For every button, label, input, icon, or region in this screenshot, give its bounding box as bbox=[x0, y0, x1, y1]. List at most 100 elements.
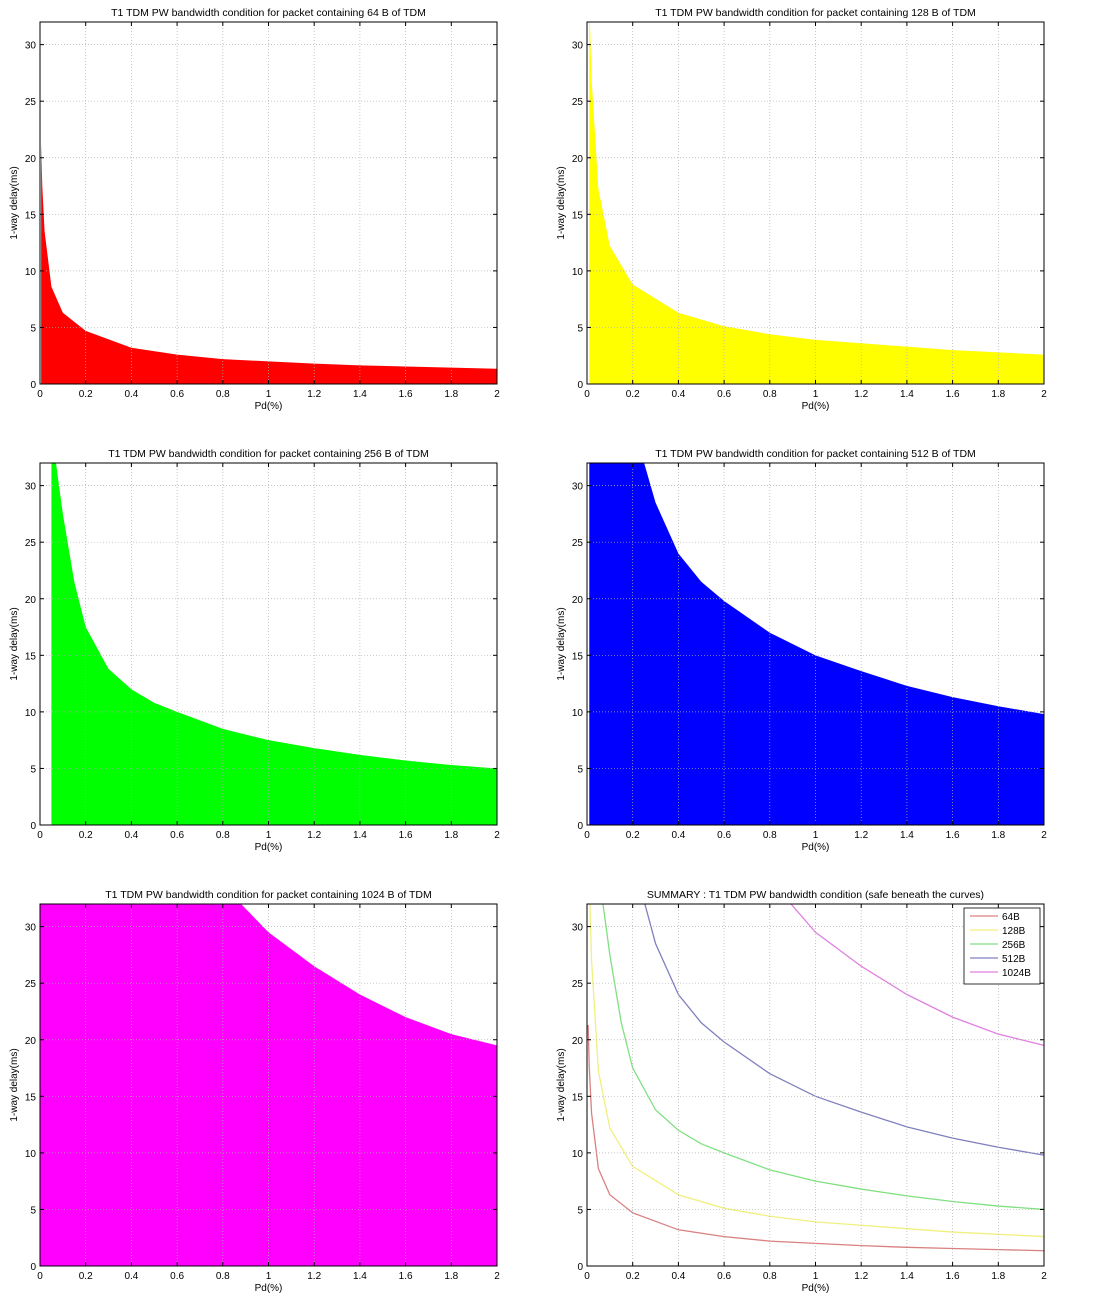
x-tick-label: 1.6 bbox=[399, 830, 413, 841]
area-fill-0 bbox=[589, 22, 1044, 384]
x-tick-label: 0 bbox=[584, 389, 590, 400]
y-tick-label: 30 bbox=[572, 923, 584, 934]
x-tick-label: 2 bbox=[494, 830, 500, 841]
x-tick-label: 0.8 bbox=[216, 830, 230, 841]
x-tick-label: 1.4 bbox=[353, 830, 367, 841]
y-tick-label: 10 bbox=[572, 1149, 584, 1160]
chart-title: T1 TDM PW bandwidth condition for packet… bbox=[108, 448, 429, 460]
y-tick-label: 30 bbox=[25, 482, 37, 493]
y-tick-label: 20 bbox=[572, 595, 584, 606]
chart-svg-512b: 0 0.2 0.4 0.6 0.8 1 1.2 1.4 1.6 1.8 2051015202530T… bbox=[556, 448, 1047, 853]
ticks bbox=[586, 463, 1045, 826]
y-tick-label: 20 bbox=[25, 595, 37, 606]
x-tick-label: 1.4 bbox=[353, 389, 367, 400]
x-tick-label: 0.4 bbox=[671, 1271, 685, 1282]
x-tick-label: 0.4 bbox=[124, 389, 138, 400]
ticks bbox=[39, 22, 498, 385]
chart-svg-64b: 0 0.2 0.4 0.6 0.8 1 1.2 1.4 1.6 1.8 2051015202530T… bbox=[9, 7, 500, 412]
y-tick-label: 0 bbox=[30, 380, 36, 391]
chart-svg-summary: 0 0.2 0.4 0.6 0.8 1 1.2 1.4 1.6 1.8 2051015202530S… bbox=[556, 889, 1047, 1294]
x-tick-label: 1.8 bbox=[991, 1271, 1005, 1282]
x-tick-label: 0.4 bbox=[671, 830, 685, 841]
x-tick-label: 2 bbox=[1041, 389, 1047, 400]
y-tick-label: 20 bbox=[25, 154, 37, 165]
chart-svg-128b: 0 0.2 0.4 0.6 0.8 1 1.2 1.4 1.6 1.8 2051015202530T… bbox=[556, 7, 1047, 412]
ticks bbox=[586, 904, 1045, 1267]
grid bbox=[587, 463, 1044, 825]
x-axis-label: Pd(%) bbox=[802, 1283, 830, 1294]
x-tick-label: 0.2 bbox=[79, 830, 93, 841]
y-tick-label: 15 bbox=[25, 210, 37, 221]
y-tick-label: 10 bbox=[572, 708, 584, 719]
y-tick-label: 10 bbox=[25, 267, 37, 278]
x-axis-label: Pd(%) bbox=[802, 401, 830, 412]
x-tick-label: 0.6 bbox=[717, 389, 731, 400]
series-line-256B bbox=[602, 904, 1044, 1211]
series-line-512B bbox=[644, 904, 1044, 1156]
plot-area bbox=[51, 463, 497, 825]
x-tick-label: 0 bbox=[584, 830, 590, 841]
x-tick-label: 0 bbox=[37, 1271, 43, 1282]
x-tick-label: 0.2 bbox=[79, 1271, 93, 1282]
chart-panel-128b: 0 0.2 0.4 0.6 0.8 1 1.2 1.4 1.6 1.8 2 0 5 10 15 20 25 30 T… bbox=[547, 0, 1094, 433]
x-tick-label: 1.4 bbox=[900, 830, 914, 841]
chart-svg-256b: 0 0.2 0.4 0.6 0.8 1 1.2 1.4 1.6 1.8 2051015202530T… bbox=[9, 448, 500, 853]
y-tick-label: 0 bbox=[577, 380, 583, 391]
chart-title: T1 TDM PW bandwidth condition for packet… bbox=[655, 448, 976, 460]
x-tick-label: 2 bbox=[494, 1271, 500, 1282]
y-axis-label: 1-way delay(ms) bbox=[556, 166, 567, 239]
x-axis-label: Pd(%) bbox=[255, 842, 283, 853]
y-tick-label: 5 bbox=[30, 1205, 36, 1216]
x-tick-label: 2 bbox=[494, 389, 500, 400]
grid bbox=[587, 904, 1044, 1266]
chart-title: T1 TDM PW bandwidth condition for packet… bbox=[105, 889, 431, 901]
chart-title: SUMMARY : T1 TDM PW bandwidth condition … bbox=[647, 889, 984, 901]
x-tick-label: 1 bbox=[813, 830, 819, 841]
y-tick-label: 20 bbox=[572, 1036, 584, 1047]
y-tick-label: 25 bbox=[25, 97, 37, 108]
chart-panel-1024b: 0 0.2 0.4 0.6 0.8 1 1.2 1.4 1.6 1.8 2 0 5 10 15 20 25 30 T… bbox=[0, 882, 547, 1315]
x-tick-label: 2 bbox=[1041, 830, 1047, 841]
chart-title: T1 TDM PW bandwidth condition for packet… bbox=[655, 7, 976, 19]
y-axis-label: 1-way delay(ms) bbox=[9, 1048, 20, 1121]
legend-label-128B: 128B bbox=[1002, 926, 1026, 937]
y-tick-label: 25 bbox=[25, 979, 37, 990]
x-tick-label: 1 bbox=[266, 1271, 272, 1282]
chart-svg-1024b: 0 0.2 0.4 0.6 0.8 1 1.2 1.4 1.6 1.8 2051015202530T… bbox=[9, 889, 500, 1294]
x-tick-label: 1.8 bbox=[991, 389, 1005, 400]
series-line-128B bbox=[589, 904, 1044, 1238]
plot-area bbox=[589, 22, 1044, 384]
series-line-64B bbox=[587, 1025, 1044, 1252]
x-tick-label: 1 bbox=[813, 389, 819, 400]
x-tick-label: 1.4 bbox=[353, 1271, 367, 1282]
x-tick-label: 1.6 bbox=[946, 830, 960, 841]
area-fill-0 bbox=[51, 463, 497, 825]
x-tick-label: 1.2 bbox=[854, 830, 868, 841]
x-tick-label: 0 bbox=[37, 389, 43, 400]
x-tick-label: 0.8 bbox=[216, 389, 230, 400]
y-tick-label: 30 bbox=[25, 923, 37, 934]
y-tick-label: 0 bbox=[30, 821, 36, 832]
y-tick-label: 20 bbox=[572, 154, 584, 165]
x-tick-label: 0 bbox=[584, 1271, 590, 1282]
y-tick-label: 25 bbox=[25, 538, 37, 549]
y-axis-label: 1-way delay(ms) bbox=[9, 166, 20, 239]
legend-label-64B: 64B bbox=[1002, 912, 1020, 923]
y-tick-label: 5 bbox=[577, 1205, 583, 1216]
y-tick-label: 5 bbox=[577, 764, 583, 775]
y-tick-label: 30 bbox=[572, 41, 584, 52]
x-tick-label: 1.2 bbox=[854, 389, 868, 400]
x-tick-label: 1.4 bbox=[900, 1271, 914, 1282]
x-tick-label: 0.6 bbox=[170, 389, 184, 400]
x-tick-label: 0.6 bbox=[170, 1271, 184, 1282]
x-tick-label: 0.6 bbox=[170, 830, 184, 841]
y-tick-label: 20 bbox=[25, 1036, 37, 1047]
x-tick-label: 0.4 bbox=[671, 389, 685, 400]
ticks bbox=[39, 463, 498, 826]
y-tick-label: 0 bbox=[577, 821, 583, 832]
y-tick-label: 15 bbox=[572, 210, 584, 221]
legend-label-256B: 256B bbox=[1002, 940, 1026, 951]
x-tick-label: 1.6 bbox=[399, 389, 413, 400]
x-tick-label: 1.2 bbox=[854, 1271, 868, 1282]
y-tick-label: 15 bbox=[572, 651, 584, 662]
